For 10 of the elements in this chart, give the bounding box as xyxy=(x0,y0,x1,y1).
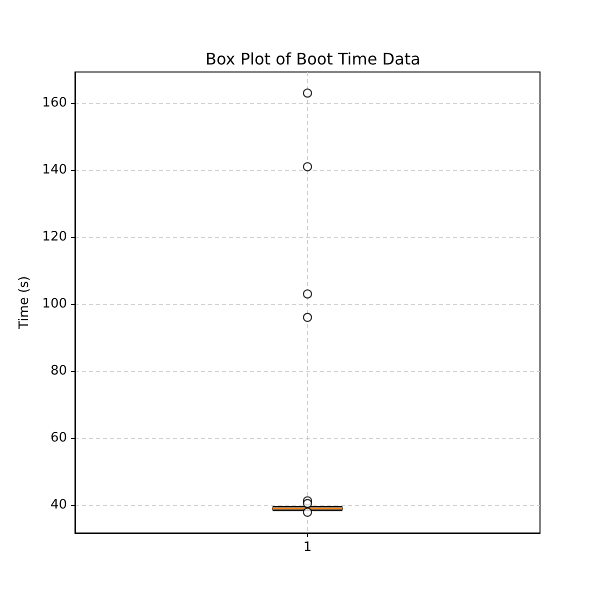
y-tick-label: 80 xyxy=(50,363,67,378)
y-tick-label: 120 xyxy=(42,230,67,245)
y-tick-label: 40 xyxy=(50,497,67,512)
chart-title: Box Plot of Boot Time Data xyxy=(206,50,420,68)
y-axis-title: Time (s) xyxy=(17,276,32,330)
y-tick-label: 140 xyxy=(42,162,67,178)
y-tick-label: 160 xyxy=(42,96,67,111)
y-tick-label: 100 xyxy=(42,296,67,312)
x-tick-label: 1 xyxy=(303,540,312,555)
y-tick-label: 60 xyxy=(50,430,67,446)
